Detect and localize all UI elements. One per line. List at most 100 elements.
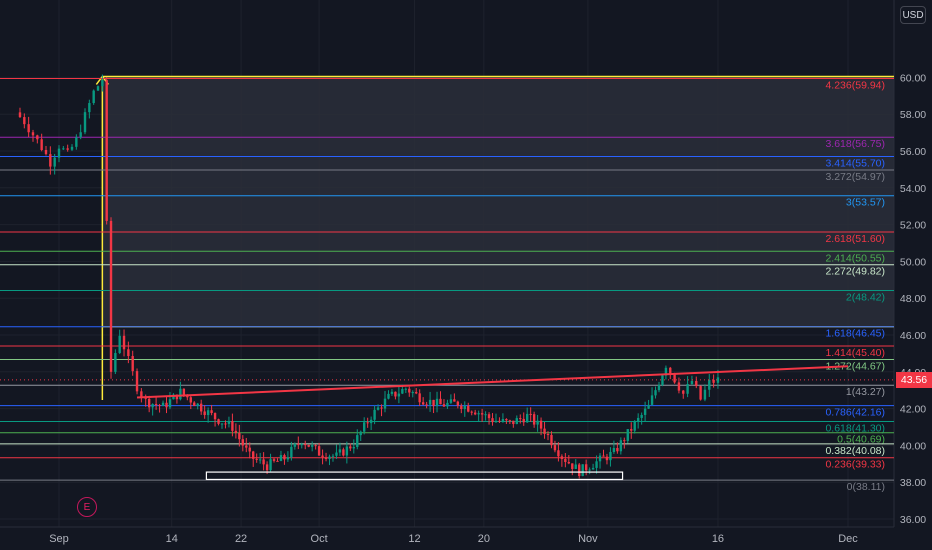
candle-body <box>135 371 139 392</box>
fib-level-label: 1(43.27) <box>846 386 885 398</box>
fib-level-label: 1.272(44.67) <box>825 360 885 372</box>
fib-level-label: 1.414(45.40) <box>825 347 885 359</box>
candle-body <box>349 446 352 449</box>
candle-body <box>356 435 359 448</box>
candle-body <box>23 117 26 125</box>
x-tick-label: 16 <box>712 533 724 545</box>
candle-body <box>321 455 324 458</box>
candle-body <box>550 434 553 446</box>
candle-body <box>359 431 362 436</box>
candle-body <box>179 388 182 400</box>
y-tick-label: 50.00 <box>900 256 926 268</box>
candle-body <box>248 447 251 452</box>
candle-body <box>574 464 577 469</box>
candle-body <box>151 404 154 408</box>
time-axis[interactable]: Sep 14 22 Oct 12 20 Nov 16 Dec <box>49 533 858 545</box>
candle-body <box>487 414 491 419</box>
candle-body <box>220 423 224 425</box>
fib-level-label: 0.618(41.30) <box>825 422 885 434</box>
candle-body <box>650 395 654 405</box>
candle-body <box>491 418 494 423</box>
candle-body <box>664 367 668 376</box>
fib-levels: 4.236(59.94) 3.618(56.75) 3.414(55.70)3.27… <box>0 78 894 493</box>
candle-body <box>390 391 394 394</box>
candle-body <box>49 154 52 167</box>
candle-body <box>227 421 231 424</box>
candle-body <box>654 390 657 396</box>
candle-body <box>712 379 715 383</box>
candle-body <box>682 390 685 394</box>
candle-body <box>515 418 518 425</box>
candle-body <box>154 404 158 406</box>
candle-body <box>690 380 694 384</box>
candle-body <box>612 448 616 452</box>
candle-body <box>331 455 335 457</box>
candle-body <box>484 414 487 416</box>
candle-body <box>199 403 203 412</box>
candle-body <box>584 464 588 471</box>
candle-body <box>394 391 397 397</box>
y-tick-label: 40.00 <box>900 440 926 452</box>
candle-body <box>480 413 484 415</box>
candle-body <box>380 407 383 409</box>
x-tick-label: Oct <box>311 533 328 545</box>
candle-body <box>272 459 276 461</box>
candle-body <box>418 393 421 403</box>
x-tick-label: Nov <box>578 533 598 545</box>
candle-body <box>532 414 536 425</box>
candle-body <box>546 434 550 436</box>
candle-body <box>716 377 720 383</box>
candle-body <box>140 391 143 397</box>
y-tick-label: 52.00 <box>900 220 926 232</box>
earnings-marker[interactable]: E <box>77 497 97 517</box>
drawing-overlays <box>0 365 894 481</box>
candle-body <box>300 444 303 446</box>
candle-body <box>578 464 581 477</box>
y-tick-label: 56.00 <box>900 146 926 158</box>
fib-level-label: 0.236(39.33) <box>825 459 885 471</box>
candle-body <box>539 420 543 429</box>
candle-body <box>210 410 213 414</box>
currency-button[interactable]: USD <box>900 6 926 24</box>
y-tick-label: 58.00 <box>900 109 926 121</box>
candle-body <box>456 401 460 406</box>
y-tick-label: 48.00 <box>900 293 926 305</box>
price-axis[interactable]: 36.0038.0040.0042.0044.0046.0048.0050.00… <box>900 72 926 526</box>
fib-level-label: 0.786(42.16) <box>825 407 885 419</box>
candle-body <box>258 459 262 461</box>
fib-level-label: 3.414(55.70) <box>825 158 885 170</box>
candle-body <box>508 420 512 422</box>
resistance-trendline <box>136 365 849 399</box>
candle-body <box>536 420 539 425</box>
y-tick-label: 46.00 <box>900 330 926 342</box>
candle-body <box>619 440 623 452</box>
candle-body <box>158 404 161 406</box>
candle-body <box>314 445 317 447</box>
candle-body <box>290 446 293 458</box>
candle-body <box>293 443 297 447</box>
fib-level-label: 0(38.11) <box>847 481 885 493</box>
candle-body <box>703 389 707 400</box>
candle-body <box>168 399 172 408</box>
candle-body <box>567 462 571 464</box>
candle-body <box>127 349 130 357</box>
candle-body <box>512 420 515 425</box>
candle-body <box>686 383 689 394</box>
fib-extension-zone <box>95 75 895 400</box>
candle-body <box>335 452 338 456</box>
candle-body <box>83 112 87 133</box>
candle-body <box>494 420 498 423</box>
candle-body <box>217 419 220 424</box>
candle-body <box>40 139 43 151</box>
candle-body <box>428 399 432 405</box>
candle-body <box>203 411 206 416</box>
candle-body <box>501 419 505 422</box>
candle-body <box>525 413 529 423</box>
fib-level-label: 2.272(49.82) <box>825 266 885 278</box>
candle-body <box>630 429 633 431</box>
candle-body <box>324 457 328 459</box>
candle-body <box>598 455 602 462</box>
candle-body <box>118 335 121 353</box>
candle-body <box>66 148 69 150</box>
